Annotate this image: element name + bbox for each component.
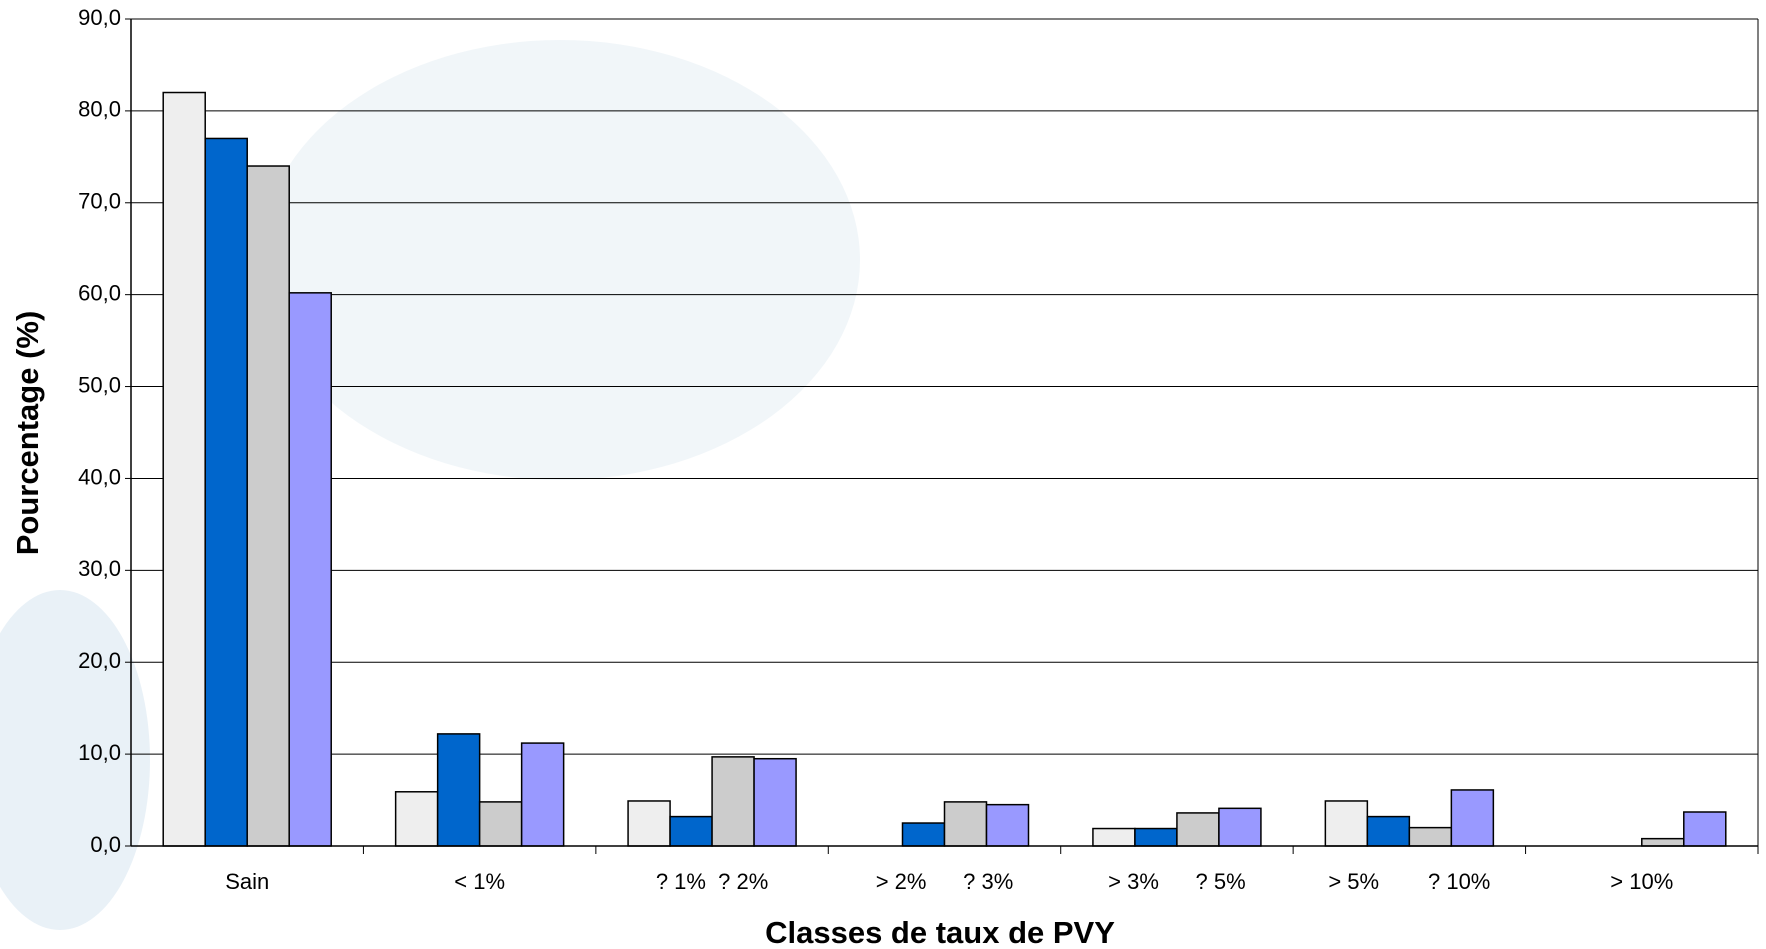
bar [903,823,945,846]
y-tick-label: 30,0 [78,556,121,581]
bar [754,759,796,846]
background-leaf [0,590,150,930]
y-tick-label: 80,0 [78,97,121,122]
bar [247,166,289,846]
bar [1093,829,1135,846]
bar [712,757,754,846]
bar [945,802,987,846]
x-tick-label: < 1% [454,869,505,894]
bar [1451,790,1493,846]
bar [163,93,205,846]
bar [670,817,712,846]
y-tick-label: 70,0 [78,189,121,214]
bar [987,805,1029,846]
bar [522,743,564,846]
y-tick-label: 90,0 [78,5,121,30]
bar [480,802,522,846]
y-tick-label: 40,0 [78,464,121,489]
x-tick-label: ? 1% ? 2% [656,869,769,894]
bar [1642,839,1684,846]
bar [1684,812,1726,846]
y-tick-label: 50,0 [78,372,121,397]
x-tick-label: > 2% ? 3% [876,869,1014,894]
bar [205,138,247,846]
chart: Classes de taux de PVY Pourcentage (%) 0… [0,0,1766,949]
bar [1177,813,1219,846]
bar [438,734,480,846]
bar [1325,801,1367,846]
x-tick-label: > 10% [1610,869,1673,894]
background-leaf [260,40,860,480]
bar [628,801,670,846]
bar [289,293,331,846]
y-tick-label: 20,0 [78,648,121,673]
x-tick-label: > 3% ? 5% [1108,869,1246,894]
bar [396,792,438,846]
bar [1367,817,1409,846]
x-axis-title: Classes de taux de PVY [765,915,1115,949]
bar [1135,829,1177,846]
bar [1219,808,1261,846]
y-tick-label: 10,0 [78,740,121,765]
x-tick-label: Sain [225,869,269,894]
y-axis-title: Pourcentage (%) [10,311,45,556]
y-tick-label: 0,0 [90,832,121,857]
bar [1409,828,1451,846]
y-tick-label: 60,0 [78,280,121,305]
x-tick-label: > 5% ? 10% [1328,869,1490,894]
